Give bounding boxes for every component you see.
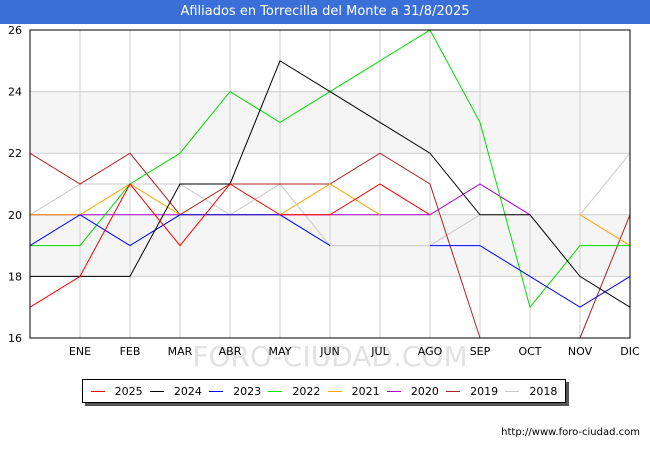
x-axis-ticks: ENE FEB MAR ABR MAY JUN JUL AGO SEP OCT NOV DIC bbox=[69, 345, 640, 358]
legend-label: 2025 bbox=[114, 384, 143, 398]
legend-label: 2024 bbox=[173, 384, 202, 398]
series-line-2019 bbox=[579, 214, 631, 339]
y-tick-label: 24 bbox=[8, 86, 22, 99]
legend-label: 2023 bbox=[233, 384, 262, 398]
legend-swatch bbox=[505, 390, 520, 392]
series-line-2024 bbox=[30, 60, 631, 308]
legend-item-2023: 2023 bbox=[209, 385, 261, 398]
legend-swatch bbox=[209, 390, 224, 392]
x-tick-label: FEB bbox=[120, 345, 141, 358]
legend-label: 2018 bbox=[529, 384, 558, 398]
x-tick-label: ABR bbox=[219, 345, 242, 358]
legend-item-2020: 2020 bbox=[386, 384, 439, 398]
y-tick-label: 20 bbox=[8, 209, 22, 222]
legend: 2025 2024 2023 2022 2021 2020 2019 2018 bbox=[82, 379, 566, 403]
legend-label: 2022 bbox=[292, 384, 321, 398]
legend-swatch bbox=[386, 390, 401, 392]
x-tick-label: ENE bbox=[69, 345, 91, 358]
series-line-2025 bbox=[29, 183, 431, 308]
legend-label: 2021 bbox=[351, 384, 380, 398]
legend-item-2018: 2018 bbox=[505, 385, 557, 398]
legend-item-2019: 2019 bbox=[446, 385, 498, 398]
chart-title: Afiliados en Torrecilla del Monte a 31/8… bbox=[0, 0, 650, 24]
legend-item-2024: 2024 bbox=[149, 384, 202, 398]
legend-item-2021: 2021 bbox=[327, 384, 380, 398]
watermark: FORO-CIUDAD.COM bbox=[192, 340, 467, 373]
series-line-2018 bbox=[579, 152, 631, 216]
series-lines bbox=[29, 29, 631, 339]
x-tick-label: OCT bbox=[518, 345, 541, 358]
footer-url: http://www.foro-ciudad.com bbox=[501, 427, 640, 438]
y-tick-label: 16 bbox=[8, 332, 22, 345]
x-tick-label: NOV bbox=[568, 345, 593, 358]
x-tick-label: AGO bbox=[418, 345, 443, 358]
series-line-2019 bbox=[29, 152, 481, 339]
y-tick-label: 26 bbox=[8, 24, 22, 37]
legend-item-2025: 2025 bbox=[90, 384, 143, 398]
plot-border bbox=[29, 29, 631, 339]
x-tick-label: DIC bbox=[620, 345, 640, 358]
x-tick-label: SEP bbox=[470, 345, 491, 358]
legend-swatch bbox=[149, 390, 164, 392]
legend-label: 2019 bbox=[470, 384, 499, 398]
legend-swatch bbox=[90, 390, 105, 392]
y-axis-ticks: 16 18 20 22 24 26 bbox=[8, 24, 22, 345]
legend-swatch bbox=[446, 390, 461, 392]
x-tick-label: JUL bbox=[370, 345, 389, 358]
x-tick-label: JUN bbox=[319, 345, 340, 358]
legend-swatch bbox=[327, 390, 342, 392]
y-tick-label: 22 bbox=[8, 147, 22, 160]
legend-swatch bbox=[268, 390, 283, 392]
series-line-2023 bbox=[430, 245, 631, 308]
x-tick-label: MAR bbox=[168, 345, 193, 358]
series-line-2021 bbox=[579, 214, 631, 247]
legend-label: 2020 bbox=[410, 384, 439, 398]
y-tick-label: 18 bbox=[8, 270, 22, 283]
legend-item-2022: 2022 bbox=[268, 385, 320, 398]
x-tick-label: MAY bbox=[269, 345, 292, 358]
